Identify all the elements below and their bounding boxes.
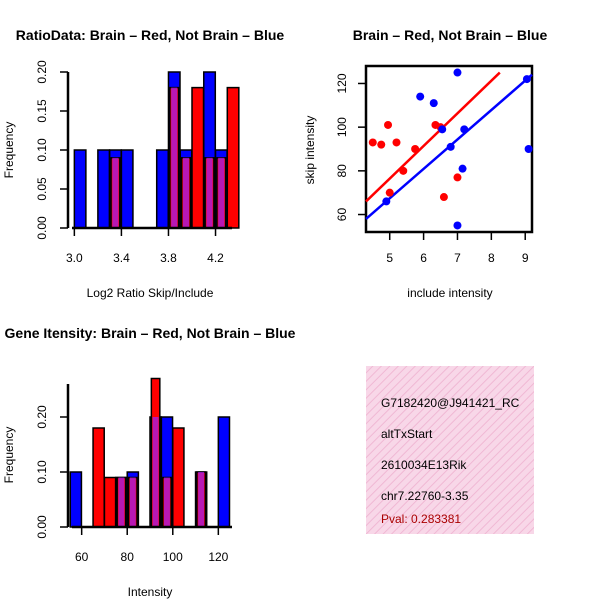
scatter-point-blue xyxy=(438,125,447,134)
hist-bar-not-brain xyxy=(73,149,87,229)
x-tick-label: 3.8 xyxy=(160,251,177,265)
y-tick-label: 0.20 xyxy=(35,60,49,84)
x-tick-label: 5 xyxy=(386,251,393,265)
x-tick-label: 6 xyxy=(420,251,427,265)
hist-bar-not-brain xyxy=(97,149,111,229)
scatter-point-red xyxy=(411,145,420,153)
scatter-title: Brain – Red, Not Brain – Blue xyxy=(353,27,548,43)
hist-bar-overlap xyxy=(198,472,205,527)
hist-bar-brain xyxy=(172,427,185,528)
info-location: chr7.22760-3.35 xyxy=(381,489,469,503)
scatter-point-red xyxy=(392,138,401,147)
scatter-point-red xyxy=(453,173,462,182)
fit-line-red xyxy=(365,71,501,203)
scatter-point-red xyxy=(368,138,377,147)
intensity-histogram-panel: Gene Itensity: Brain – Red, Not Brain – … xyxy=(2,325,296,599)
hist-bar-brain xyxy=(92,427,105,528)
y-tick-label: 0.05 xyxy=(35,177,49,201)
intensity-hist-x-ticks: 60 80 100 120 xyxy=(75,528,229,564)
info-panel: G7182420@J941421_RC altTxStart 2610034E1… xyxy=(366,366,534,534)
hist-bar-overlap xyxy=(182,157,190,228)
hist-bar-overlap xyxy=(152,417,159,527)
y-tick-label: 0.00 xyxy=(35,216,49,240)
scatter-panel: Brain – Red, Not Brain – Blue 5 6 7 8 9 60 80… xyxy=(303,27,547,300)
x-tick-label: 120 xyxy=(208,550,228,564)
info-pvalue: Pval: 0.283381 xyxy=(381,512,461,526)
x-tick-label: 8 xyxy=(488,251,495,265)
scatter-point-red xyxy=(384,120,393,129)
hist-bar-overlap xyxy=(171,87,178,228)
y-tick-label: 60 xyxy=(335,208,349,222)
scatter-point-blue xyxy=(446,142,455,151)
scatter-ylabel: skip intensity xyxy=(303,116,317,185)
scatter-point-blue xyxy=(429,99,438,108)
x-tick-label: 3.0 xyxy=(66,251,83,265)
hist-bar-overlap xyxy=(118,477,125,527)
x-tick-label: 4.2 xyxy=(207,251,224,265)
x-tick-label: 7 xyxy=(454,251,461,265)
ratio-hist-x-ticks: 3.0 3.4 3.8 4.2 xyxy=(66,229,224,265)
hist-bar-brain xyxy=(103,476,117,528)
scatter-point-red xyxy=(399,166,408,175)
x-tick-label: 60 xyxy=(75,550,89,564)
y-tick-label: 80 xyxy=(335,164,349,178)
scatter-point-red xyxy=(385,188,394,197)
y-tick-label: 0.10 xyxy=(35,138,49,162)
ratio-hist-title: RatioData: Brain – Red, Not Brain – Blue xyxy=(16,27,285,43)
info-probe-id: G7182420@J941421_RC xyxy=(381,396,520,410)
y-tick-label: 120 xyxy=(335,73,349,93)
x-tick-label: 9 xyxy=(522,251,529,265)
scatter-point-blue xyxy=(522,75,531,84)
scatter-point-blue xyxy=(458,164,467,173)
scatter-point-red xyxy=(377,140,386,149)
hist-bar-not-brain xyxy=(69,471,83,528)
y-tick-label: 0.20 xyxy=(35,405,49,429)
ratio-histogram-panel: RatioData: Brain – Red, Not Brain – Blue… xyxy=(2,27,284,300)
intensity-hist-title: Gene Itensity: Brain – Red, Not Brain – … xyxy=(5,325,296,341)
hist-bar-overlap xyxy=(164,477,170,527)
hist-bar-overlap xyxy=(129,477,136,527)
info-panel-background xyxy=(366,366,534,534)
intensity-hist-xlabel: Intensity xyxy=(128,585,173,599)
x-tick-label: 3.4 xyxy=(113,251,130,265)
scatter-y-ticks: 60 80 100 120 xyxy=(335,73,365,221)
x-tick-label: 100 xyxy=(163,550,183,564)
scatter-point-blue xyxy=(453,68,462,77)
scatter-point-blue xyxy=(416,92,425,101)
x-tick-label: 80 xyxy=(121,550,135,564)
ratio-hist-xlabel: Log2 Ratio Skip/Include xyxy=(87,286,214,300)
scatter-xlabel: include intensity xyxy=(407,286,492,300)
hist-bar-not-brain xyxy=(155,149,169,229)
scatter-point-blue xyxy=(382,197,391,206)
hist-bar-not-brain xyxy=(120,149,134,229)
ratio-hist-y-ticks: 0.00 0.05 0.10 0.15 0.20 xyxy=(35,60,68,240)
hist-bar-not-brain xyxy=(217,416,231,528)
y-tick-label: 100 xyxy=(335,117,349,137)
scatter-x-ticks: 5 6 7 8 9 xyxy=(386,233,529,265)
scatter-point-blue xyxy=(460,125,469,134)
hist-bar-overlap xyxy=(218,157,225,228)
hist-bar-brain xyxy=(191,86,205,229)
y-tick-label: 0.15 xyxy=(35,99,49,123)
y-tick-label: 0.10 xyxy=(35,460,49,484)
intensity-hist-y-ticks: 0.00 0.10 0.20 xyxy=(35,405,68,539)
intensity-hist-bars xyxy=(69,377,231,528)
scatter-points xyxy=(368,68,533,230)
ratio-hist-ylabel: Frequency xyxy=(2,122,16,179)
scatter-point-blue xyxy=(453,221,462,230)
scatter-point-blue xyxy=(524,145,533,153)
ratio-hist-bars xyxy=(73,71,240,229)
info-event-type: altTxStart xyxy=(381,427,433,441)
intensity-hist-ylabel: Frequency xyxy=(2,427,16,484)
scatter-point-red xyxy=(439,193,448,202)
y-tick-label: 0.00 xyxy=(35,515,49,539)
hist-bar-brain xyxy=(226,86,240,229)
info-gene-name: 2610034E13Rik xyxy=(381,458,467,472)
hist-bar-overlap xyxy=(112,157,119,228)
hist-bar-overlap xyxy=(206,157,213,228)
